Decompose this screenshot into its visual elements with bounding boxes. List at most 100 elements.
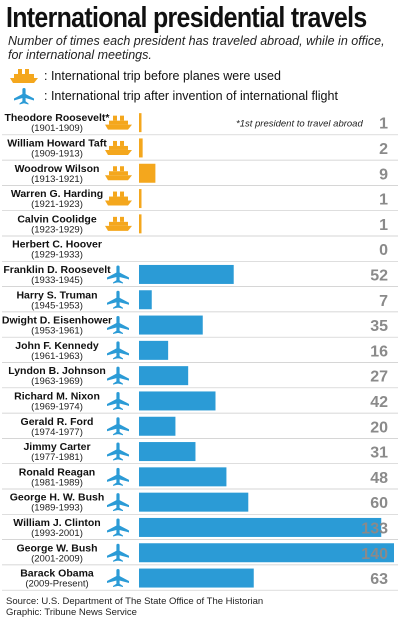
bar <box>139 138 143 158</box>
plane-tail <box>113 507 123 512</box>
ship-deck <box>109 171 128 176</box>
bar <box>139 467 227 487</box>
plane-wing <box>119 323 129 331</box>
plane-tail <box>113 482 123 486</box>
president-term: (1923-1929) <box>31 224 83 235</box>
president-term: (1909-1913) <box>31 148 83 159</box>
chart-subtitle: Number of times each president has trave… <box>8 34 385 62</box>
president-name: Dwight D. Eisenhower <box>2 315 112 327</box>
bar <box>139 214 142 234</box>
plane-wing <box>107 323 117 331</box>
plane-wing <box>107 373 117 381</box>
value-label: 1 <box>379 192 388 209</box>
president-term: (1963-1969) <box>31 376 83 387</box>
ship-icon <box>105 216 132 231</box>
president-term: (1961-1963) <box>31 351 83 362</box>
plane-tail <box>113 558 123 562</box>
plane-body <box>116 316 120 334</box>
value-label: 0 <box>379 242 388 259</box>
president-name: William Howard Taft <box>7 137 107 149</box>
plane-tail <box>113 355 123 360</box>
plane-tail <box>113 583 123 588</box>
ship-funnel <box>120 191 124 197</box>
ship-funnel <box>113 166 117 172</box>
president-term: (1989-1993) <box>31 503 83 514</box>
ship-deck <box>109 221 128 226</box>
value-label: 63 <box>370 571 388 588</box>
bar <box>139 543 394 563</box>
president-name: Barack Obama <box>20 568 94 580</box>
plane-wing <box>119 500 129 508</box>
bar-chart: Theodore Roosevelt*(1901-1909) 1 William H… <box>2 112 398 591</box>
president-term: (2009-Present) <box>25 579 88 590</box>
ship-hull <box>105 175 132 181</box>
president-term: (1913-1921) <box>31 174 83 185</box>
ship-funnel <box>113 191 117 197</box>
plane-tail <box>113 305 123 309</box>
plane-tail <box>113 381 123 385</box>
bar <box>139 416 176 436</box>
plane-wing <box>107 550 117 558</box>
plane-icon <box>107 417 129 436</box>
president-name: William J. Clinton <box>13 517 100 529</box>
president-term: (1929-1933) <box>31 250 83 261</box>
bar <box>139 189 142 209</box>
plane-body <box>116 442 120 460</box>
president-name: Lyndon B. Johnson <box>8 365 106 377</box>
president-term: (1981-1989) <box>31 477 83 488</box>
plane-body <box>116 518 120 536</box>
plane-wing <box>107 424 117 432</box>
chart-title: International presidential travels <box>6 2 367 34</box>
president-term: (1945-1953) <box>31 300 83 311</box>
source-note: Source: U.S. Department of The State Off… <box>6 596 264 607</box>
plane-wing <box>119 297 129 305</box>
president-name: Ronald Reagan <box>19 466 95 478</box>
credit-note: Graphic: Tribune News Service <box>6 607 137 618</box>
plane-body <box>116 265 120 283</box>
president-name: Richard M. Nixon <box>14 390 100 402</box>
plane-wing <box>119 373 129 381</box>
plane-wing <box>107 398 117 406</box>
value-label: 20 <box>370 419 388 436</box>
value-label: 31 <box>370 445 388 462</box>
president-term: (1974-1977) <box>31 427 83 438</box>
plane-icon <box>107 341 129 360</box>
ship-funnel <box>120 140 124 146</box>
plane-tail <box>113 279 123 284</box>
ship-deck <box>109 145 128 150</box>
plane-body <box>116 391 120 409</box>
bar <box>139 366 189 386</box>
ship-deck <box>109 196 128 201</box>
plane-tail <box>113 406 123 410</box>
value-label: 52 <box>370 267 388 284</box>
plane-body <box>116 543 120 561</box>
president-name: Jimmy Carter <box>23 441 90 453</box>
bar <box>139 264 234 284</box>
president-term: (1953-1961) <box>31 326 83 337</box>
bar <box>139 442 196 462</box>
plane-tail <box>113 457 123 461</box>
annotation: *1st president to travel abroad <box>236 119 363 130</box>
plane-icon <box>107 467 129 486</box>
president-term: (1993-2001) <box>31 528 83 539</box>
plane-wing <box>107 449 117 457</box>
plane-icon <box>107 442 129 461</box>
plane-icon <box>107 265 129 284</box>
bar <box>139 517 382 537</box>
ship-icon <box>105 140 132 155</box>
value-label: 1 <box>379 217 388 234</box>
plane-body <box>116 467 120 485</box>
plane-wing <box>119 474 129 482</box>
plane-body <box>116 290 120 308</box>
plane-icon <box>107 290 129 309</box>
plane-body <box>116 493 120 511</box>
plane-icon <box>14 88 34 105</box>
plane-wing <box>119 398 129 406</box>
plane-wing <box>107 297 117 305</box>
plane-wing <box>107 348 117 356</box>
president-name: George W. Bush <box>16 542 97 554</box>
value-label: 16 <box>370 343 388 360</box>
plane-tail <box>113 431 123 436</box>
ship-icon <box>10 69 38 83</box>
plane-wing <box>107 500 117 508</box>
